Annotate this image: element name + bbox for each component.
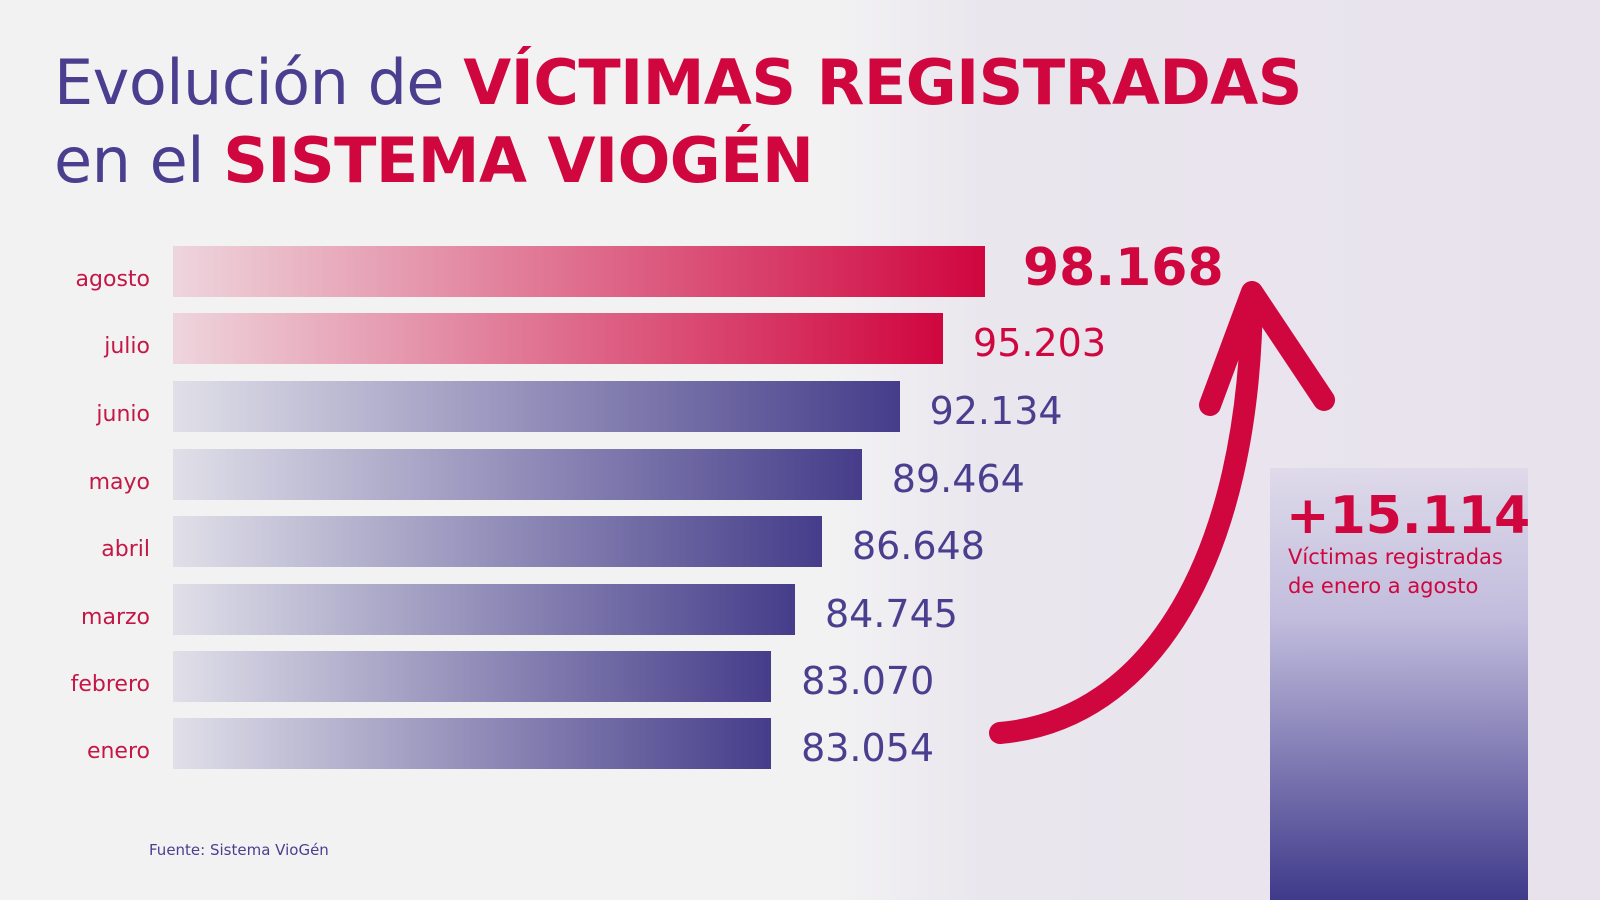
source-note: Fuente: Sistema VioGén <box>149 841 329 859</box>
value-label: 89.464 <box>891 457 1025 501</box>
title-highlight2: SISTEMA VIOGÉN <box>223 124 814 197</box>
callout-box <box>1270 468 1528 900</box>
category-label: agosto <box>75 267 150 292</box>
bar-julio <box>173 313 944 364</box>
bar-mayo <box>173 449 862 500</box>
bar-abril <box>173 516 822 567</box>
callout-line1: Víctimas registradas <box>1288 545 1503 569</box>
category-label: mayo <box>88 470 150 495</box>
category-label: febrero <box>70 672 150 697</box>
value-label: 86.648 <box>851 524 985 568</box>
category-label: abril <box>101 537 150 562</box>
callout-text: Víctimas registradas de enero a agosto <box>1288 543 1503 601</box>
value-label: 98.168 <box>1023 238 1224 298</box>
title-part3: en el <box>54 124 224 197</box>
category-label: marzo <box>81 605 150 630</box>
category-label: junio <box>96 402 150 427</box>
value-label: 83.070 <box>801 659 935 703</box>
value-label: 92.134 <box>929 389 1063 433</box>
category-label: julio <box>104 334 150 359</box>
bar-junio <box>173 381 900 432</box>
value-label: 83.054 <box>801 726 935 770</box>
title-highlight1: VÍCTIMAS REGISTRADAS <box>463 46 1302 119</box>
bar-enero <box>173 718 772 769</box>
bar-agosto <box>173 246 985 297</box>
bar-febrero <box>173 651 772 702</box>
category-label: enero <box>86 739 150 764</box>
chart-title: Evolución de VÍCTIMAS REGISTRADAS en el … <box>54 44 1302 200</box>
callout-value: +15.114 <box>1286 486 1531 546</box>
title-part1: Evolución de <box>54 46 464 119</box>
bar-marzo <box>173 584 795 635</box>
value-label: 84.745 <box>825 592 958 636</box>
callout-line2: de enero a agosto <box>1288 574 1479 598</box>
value-label: 95.203 <box>973 321 1106 365</box>
